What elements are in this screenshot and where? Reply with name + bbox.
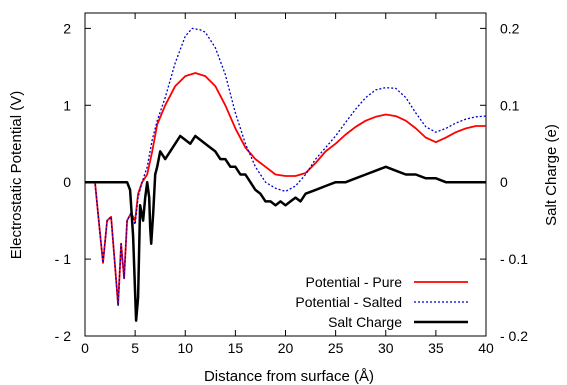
legend-label-1: Potential - Pure <box>306 274 403 290</box>
y-left-tick-label: 0 <box>63 174 71 190</box>
x-tick-label: 25 <box>328 340 344 356</box>
y-axis-left-title: Electrostatic Potential (V) <box>8 91 25 259</box>
y-left-tick-label: - 1 <box>55 251 72 267</box>
y-right-tick-label: 0 <box>500 174 508 190</box>
x-tick-label: 30 <box>378 340 394 356</box>
y-left-tick-label: 1 <box>63 97 71 113</box>
series-line-2 <box>85 27 487 306</box>
x-tick-label: 40 <box>478 340 494 356</box>
tick-marks <box>84 13 487 337</box>
x-tick-label: 0 <box>81 340 89 356</box>
legend: Potential - Pure Potential - Salted Salt C… <box>295 274 468 330</box>
y-left-tick-label: 2 <box>63 20 71 36</box>
legend-label-2: Potential - Salted <box>295 294 402 310</box>
x-tick-label: 10 <box>177 340 193 356</box>
series-line-3 <box>85 134 486 322</box>
x-tick-label: 15 <box>228 340 244 356</box>
data-lines <box>85 27 487 322</box>
legend-label-3: Salt Charge <box>328 314 402 330</box>
y-axis-right-title: Salt Charge (e) <box>543 124 560 226</box>
x-tick-label: 20 <box>278 340 294 356</box>
tick-labels: 0 5 10 15 20 25 30 35 40 - 2 - 1 0 1 2 - 0.2 - 0.1 0 0.1 0… <box>55 20 529 356</box>
y-left-tick-label: - 2 <box>55 328 72 344</box>
x-tick-label: 35 <box>428 340 444 356</box>
y-right-tick-label: 0.2 <box>500 20 520 36</box>
y-right-tick-label: - 0.2 <box>500 328 528 344</box>
y-right-tick-label: - 0.1 <box>500 251 528 267</box>
x-tick-label: 5 <box>131 340 139 356</box>
x-axis-title: Distance from surface (Å) <box>204 368 374 385</box>
y-right-tick-label: 0.1 <box>500 97 520 113</box>
